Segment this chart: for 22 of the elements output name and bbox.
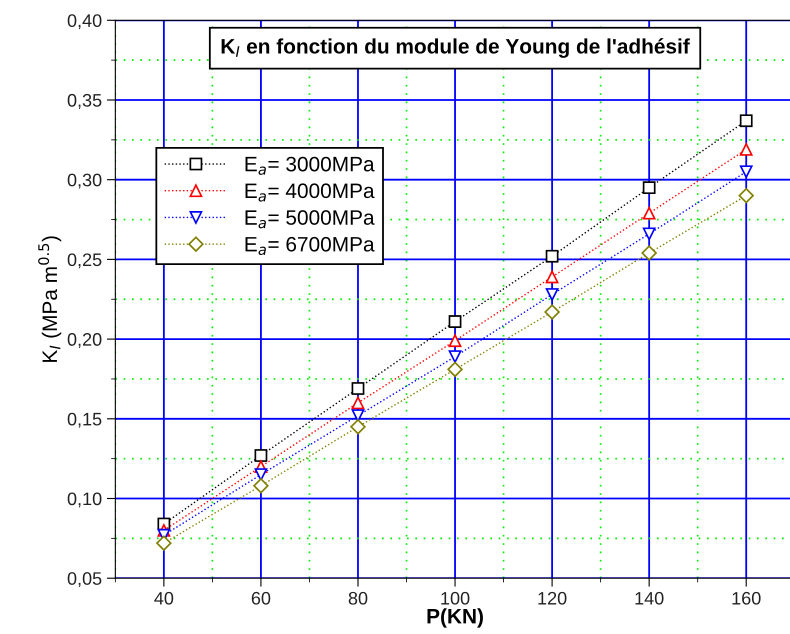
y-tick-label: 0,10	[68, 492, 102, 508]
y-tick-label: 0,25	[68, 253, 102, 268]
y-axis-title: K$_{I}$ (MPa m$^{0.5}$)	[38, 236, 62, 362]
legend-label: E$_{a}$= 5000MPa	[246, 210, 375, 228]
text: K$_{I}$ en fonction du module de Young de l'adhésif	[222, 38, 690, 58]
x-tick-label: 60	[252, 592, 270, 605]
x-tick-label: 100	[441, 592, 470, 605]
x-tick-label: 140	[635, 592, 664, 605]
y-tick-label: 0,20	[68, 333, 102, 348]
legend-label: E$_{a}$= 6700MPa	[246, 236, 375, 256]
y-tick-label: 0,35	[68, 94, 102, 109]
y-tick-label: 0,40	[68, 14, 102, 30]
legend-label: E$_{a}$= 3000MPa	[246, 156, 375, 175]
legend-label: E$_{a}$= 4000MPa	[246, 183, 375, 202]
y-tick-label: 0,15	[68, 412, 102, 428]
y-tick-label: 0,05	[68, 572, 102, 588]
x-tick-label: 40	[154, 592, 174, 605]
x-tick-label: 80	[348, 592, 368, 605]
x-axis-title: P(KN)	[428, 608, 483, 628]
x-tick-label: 160	[732, 592, 761, 605]
x-tick-label: 120	[538, 592, 566, 605]
y-tick-label: 0,30	[68, 174, 102, 189]
